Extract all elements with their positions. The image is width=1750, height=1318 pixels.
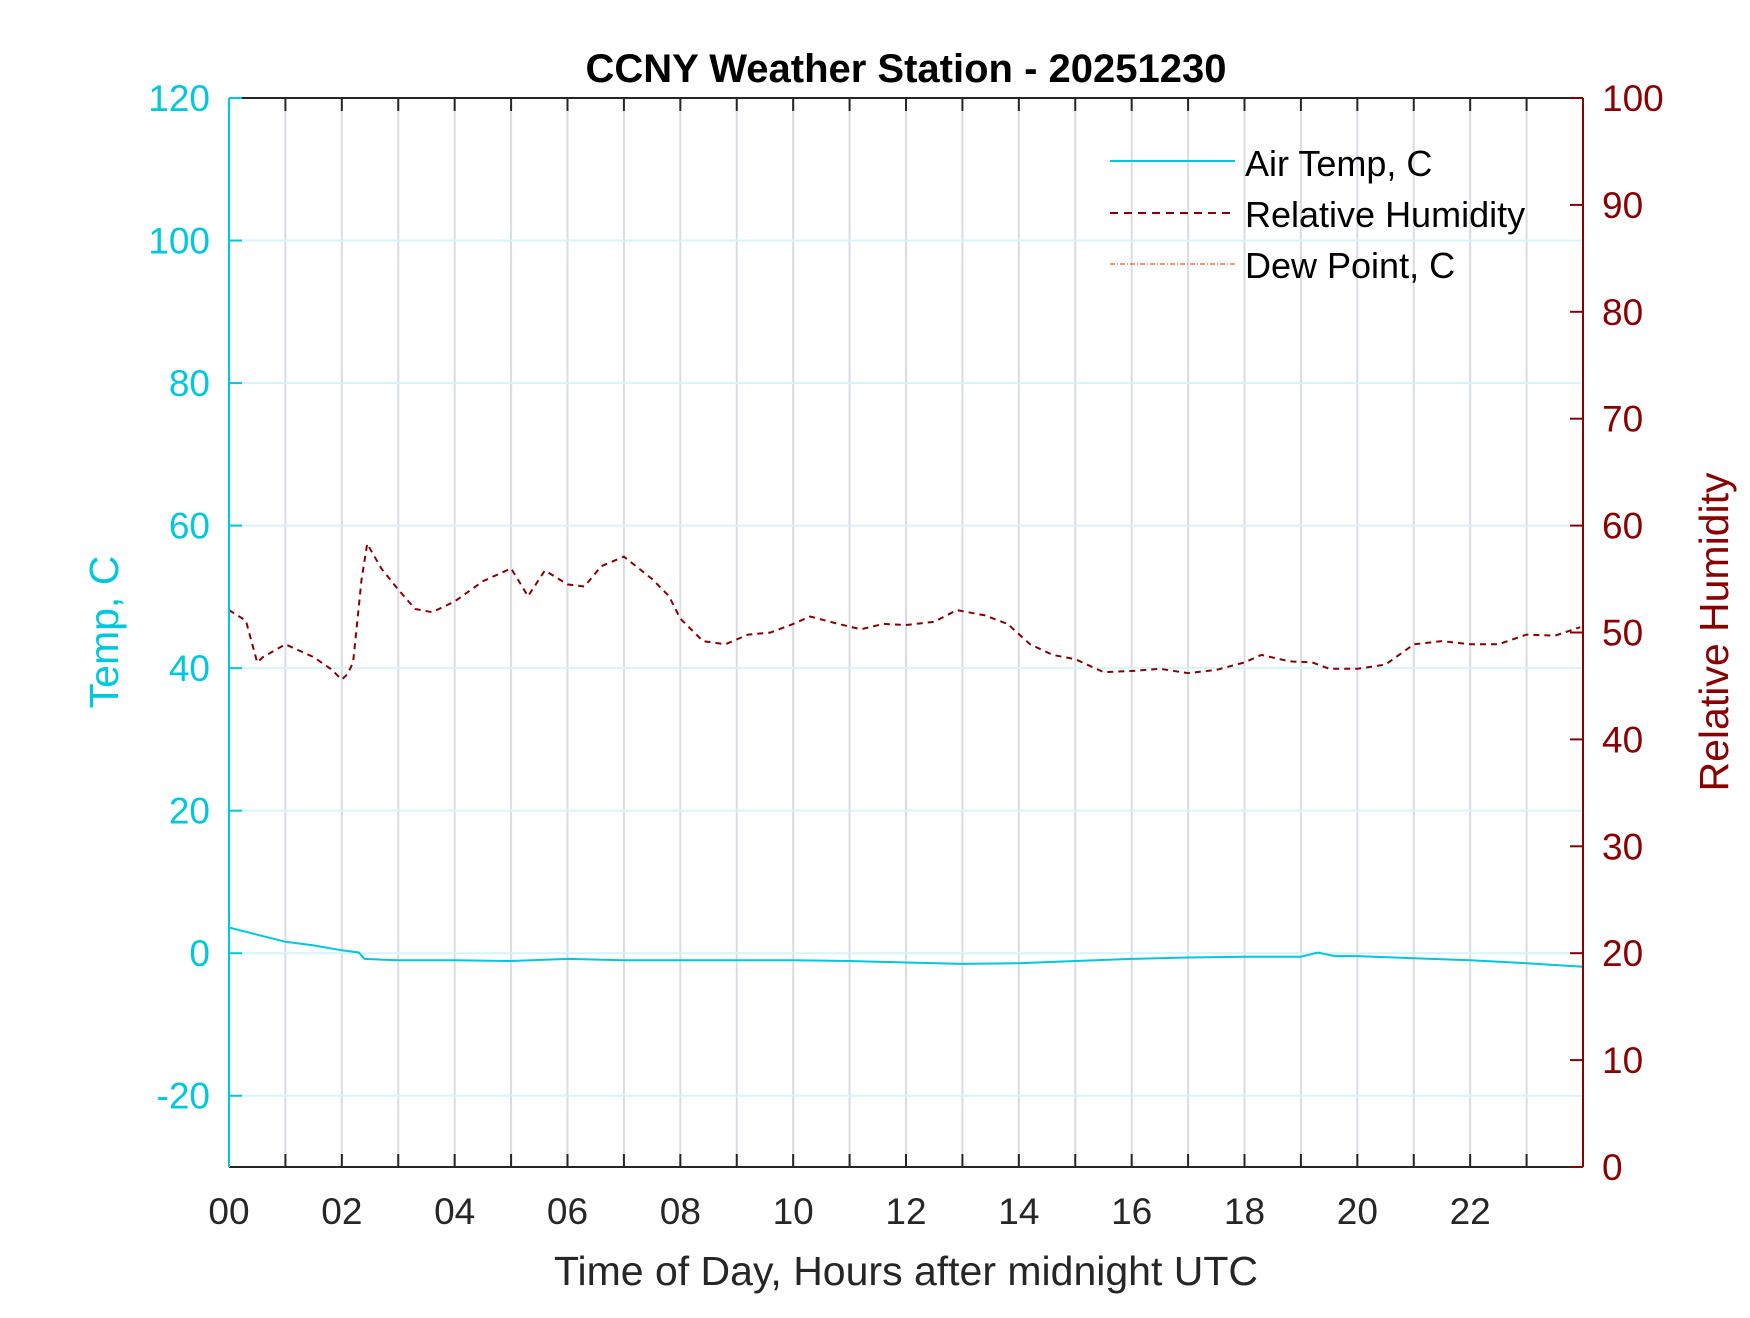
legend-label-rh: Relative Humidity — [1245, 194, 1525, 235]
series-line-relative-humidity — [228, 540, 1581, 681]
y-tick-label-right: 20 — [1602, 933, 1643, 974]
axes: 00 02 04 06 08 10 12 14 16 18 20 22-200204060801001… — [148, 78, 1663, 1232]
y-tick-label-right: 100 — [1602, 78, 1664, 119]
y-tick-label-right: 60 — [1602, 506, 1643, 547]
x-tick-label: 02 — [321, 1191, 362, 1232]
x-tick-label: 00 — [208, 1191, 249, 1232]
y-tick-label-right: 10 — [1602, 1040, 1643, 1081]
y-tick-label-right: 30 — [1602, 826, 1643, 867]
y-tick-label-left: 0 — [189, 933, 210, 974]
y-tick-label-right: 0 — [1602, 1147, 1623, 1188]
x-tick-label: 08 — [660, 1191, 701, 1232]
grid — [229, 98, 1583, 1167]
x-tick-label: 04 — [434, 1191, 475, 1232]
x-tick-label: 14 — [998, 1191, 1039, 1232]
y-tick-label-left: 20 — [169, 791, 210, 832]
series-line-air-temp-c — [228, 926, 1584, 968]
y-tick-label-left: 80 — [169, 363, 210, 404]
x-tick-label: 12 — [885, 1191, 926, 1232]
legend-label-dew-point: Dew Point, C — [1245, 245, 1455, 286]
series-layer — [228, 540, 1584, 968]
y-tick-label-right: 40 — [1602, 719, 1643, 760]
y-axis-label-right: Relative Humidity — [1691, 472, 1737, 791]
y-tick-label-right: 50 — [1602, 613, 1643, 654]
legend: Air Temp, C Relative Humidity Dew Point,… — [1110, 143, 1525, 286]
y-tick-label-left: 40 — [169, 648, 210, 689]
y-tick-label-left: 120 — [148, 78, 210, 119]
y-tick-label-left: 100 — [148, 221, 210, 262]
y-tick-label-left: 60 — [169, 506, 210, 547]
x-axis-label: Time of Day, Hours after midnight UTC — [554, 1248, 1258, 1294]
x-tick-label: 22 — [1450, 1191, 1491, 1232]
x-tick-label: 18 — [1224, 1191, 1265, 1232]
legend-label-air-temp: Air Temp, C — [1245, 143, 1432, 184]
y-tick-label-right: 80 — [1602, 292, 1643, 333]
x-tick-label: 10 — [773, 1191, 814, 1232]
y-tick-label-left: -20 — [157, 1076, 210, 1117]
x-tick-label: 20 — [1337, 1191, 1378, 1232]
x-tick-label: 16 — [1111, 1191, 1152, 1232]
chart-title: CCNY Weather Station - 20251230 — [586, 47, 1227, 91]
x-tick-label: 06 — [547, 1191, 588, 1232]
y-tick-label-right: 70 — [1602, 399, 1643, 440]
y-axis-label-left: Temp, C — [81, 556, 127, 709]
y-tick-label-right: 90 — [1602, 185, 1643, 226]
